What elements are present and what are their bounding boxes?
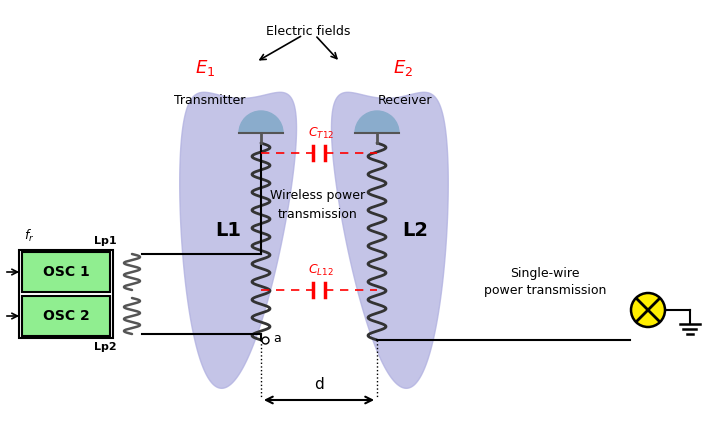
Circle shape	[631, 293, 665, 327]
Text: Lp2: Lp2	[94, 342, 116, 352]
Text: Lp1: Lp1	[94, 236, 116, 246]
Wedge shape	[355, 111, 399, 133]
Text: Transmitter: Transmitter	[174, 94, 245, 106]
Text: d: d	[314, 377, 324, 392]
Polygon shape	[180, 92, 296, 388]
Text: $C_{T12}$: $C_{T12}$	[308, 126, 334, 141]
Wedge shape	[239, 111, 283, 133]
Bar	[19, 250, 113, 338]
Text: OSC 2: OSC 2	[43, 309, 90, 323]
Text: L2: L2	[402, 221, 428, 239]
Bar	[22, 252, 110, 292]
Text: Wireless power
transmission: Wireless power transmission	[270, 190, 365, 221]
Text: $E_1$: $E_1$	[195, 58, 215, 78]
Text: Receiver: Receiver	[378, 94, 432, 106]
Text: a: a	[273, 332, 281, 345]
Text: L1: L1	[215, 221, 241, 239]
Text: Single-wire
power transmission: Single-wire power transmission	[484, 267, 606, 297]
Polygon shape	[331, 92, 448, 388]
Text: OSC 1: OSC 1	[43, 265, 90, 279]
Text: $C_{L12}$: $C_{L12}$	[308, 263, 334, 278]
Text: $f_r$: $f_r$	[24, 228, 34, 244]
Text: $E_2$: $E_2$	[393, 58, 413, 78]
Text: Electric fields: Electric fields	[266, 25, 350, 38]
Bar	[22, 296, 110, 336]
